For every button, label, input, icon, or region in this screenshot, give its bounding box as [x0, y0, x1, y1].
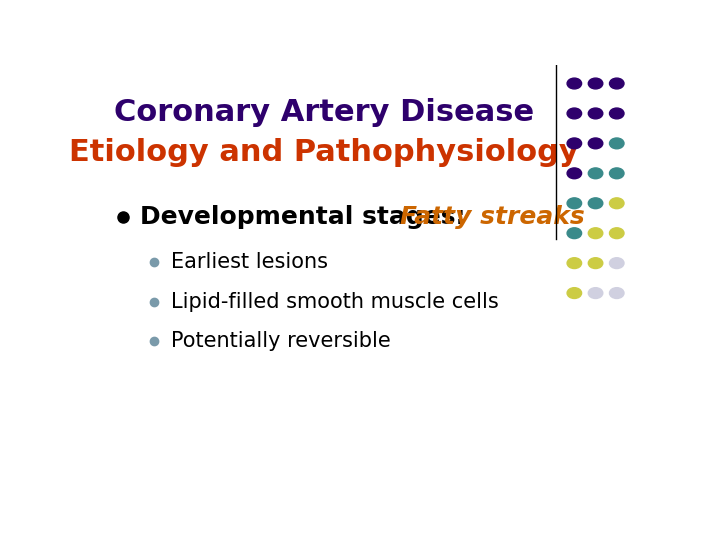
Text: Earliest lesions: Earliest lesions — [171, 252, 328, 272]
Circle shape — [588, 228, 603, 239]
Circle shape — [610, 198, 624, 208]
Circle shape — [610, 138, 624, 149]
Circle shape — [588, 198, 603, 208]
Circle shape — [588, 138, 603, 149]
Circle shape — [610, 168, 624, 179]
Circle shape — [588, 288, 603, 299]
Circle shape — [567, 168, 582, 179]
Circle shape — [588, 168, 603, 179]
Circle shape — [567, 198, 582, 208]
Circle shape — [588, 108, 603, 119]
Circle shape — [610, 288, 624, 299]
Circle shape — [588, 78, 603, 89]
Circle shape — [610, 78, 624, 89]
Circle shape — [567, 108, 582, 119]
Text: Coronary Artery Disease: Coronary Artery Disease — [114, 98, 534, 127]
Circle shape — [610, 228, 624, 239]
Circle shape — [610, 258, 624, 268]
Text: Potentially reversible: Potentially reversible — [171, 332, 391, 352]
Text: Etiology and Pathophysiology: Etiology and Pathophysiology — [70, 138, 579, 167]
Text: Fatty streaks: Fatty streaks — [400, 205, 585, 228]
Circle shape — [567, 138, 582, 149]
Text: Lipid-filled smooth muscle cells: Lipid-filled smooth muscle cells — [171, 292, 499, 312]
Circle shape — [567, 288, 582, 299]
Circle shape — [610, 108, 624, 119]
Circle shape — [567, 228, 582, 239]
Circle shape — [567, 78, 582, 89]
Circle shape — [567, 258, 582, 268]
Circle shape — [588, 258, 603, 268]
Text: Developmental stages:: Developmental stages: — [140, 205, 474, 228]
